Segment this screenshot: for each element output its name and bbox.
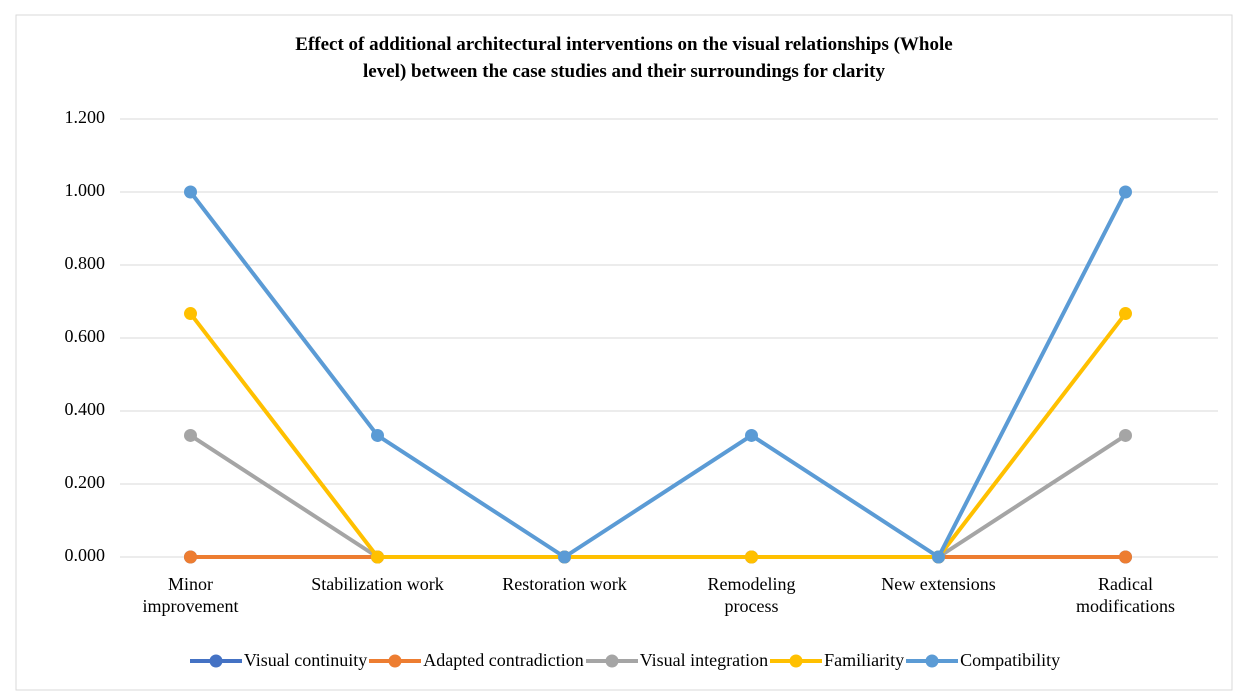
point xyxy=(745,550,758,564)
legend-item: Adapted contradiction xyxy=(367,650,584,671)
legend-swatch xyxy=(189,654,242,667)
x-tick-label: Stabilization work xyxy=(311,574,444,594)
point xyxy=(184,550,197,564)
point xyxy=(184,185,197,199)
legend-item: Visual integration xyxy=(584,650,768,671)
y-tick-label: 0.200 xyxy=(65,472,106,492)
point xyxy=(1119,550,1132,564)
point xyxy=(1119,428,1132,442)
legend-item: Visual continuity xyxy=(188,650,367,671)
legend-swatch xyxy=(369,654,422,667)
chart-title: Effect of additional architectural inter… xyxy=(295,34,953,82)
legend-label: Visual integration xyxy=(639,650,769,670)
legend-label: Compatibility xyxy=(960,650,1061,670)
y-tick-label: 0.800 xyxy=(65,253,106,273)
point xyxy=(371,550,384,564)
x-tick-label: Remodeling process xyxy=(707,574,796,616)
legend-label: Familiarity xyxy=(824,650,905,670)
point xyxy=(1119,185,1132,199)
point xyxy=(184,428,197,442)
legend-marker xyxy=(605,654,619,667)
point xyxy=(745,428,758,442)
x-tick-label: Radical modifications xyxy=(1076,574,1175,616)
legend: Visual continuity Adapted contradiction Vi… xyxy=(16,650,1232,671)
legend-label: Adapted contradiction xyxy=(423,650,584,670)
legend-swatch xyxy=(906,654,959,667)
legend-swatch xyxy=(585,654,638,667)
point xyxy=(184,307,197,321)
legend-item: Familiarity xyxy=(768,650,904,671)
chart-border xyxy=(15,14,1233,691)
legend-marker xyxy=(925,654,939,667)
y-tick-label: 0.000 xyxy=(65,545,106,565)
series-line xyxy=(188,312,1128,559)
point xyxy=(371,428,384,442)
point xyxy=(558,550,571,564)
legend-label: Visual continuity xyxy=(243,650,368,670)
legend-swatch xyxy=(770,654,823,667)
legend-marker xyxy=(209,654,223,667)
y-tick-label: 1.200 xyxy=(65,107,106,127)
y-tick-label: 1.000 xyxy=(65,180,106,200)
series-line xyxy=(188,190,1128,559)
y-tick-label: 0.600 xyxy=(65,326,106,346)
legend-marker xyxy=(388,654,402,667)
x-tick-label: Restoration work xyxy=(502,574,627,594)
y-tick-label: 0.400 xyxy=(65,399,106,419)
legend-item: Compatibility xyxy=(904,650,1060,671)
point xyxy=(932,550,945,564)
legend-marker xyxy=(789,654,803,667)
point xyxy=(1119,307,1132,321)
x-tick-label: Minor improvement xyxy=(142,574,239,616)
x-tick-label: New extensions xyxy=(881,574,996,594)
